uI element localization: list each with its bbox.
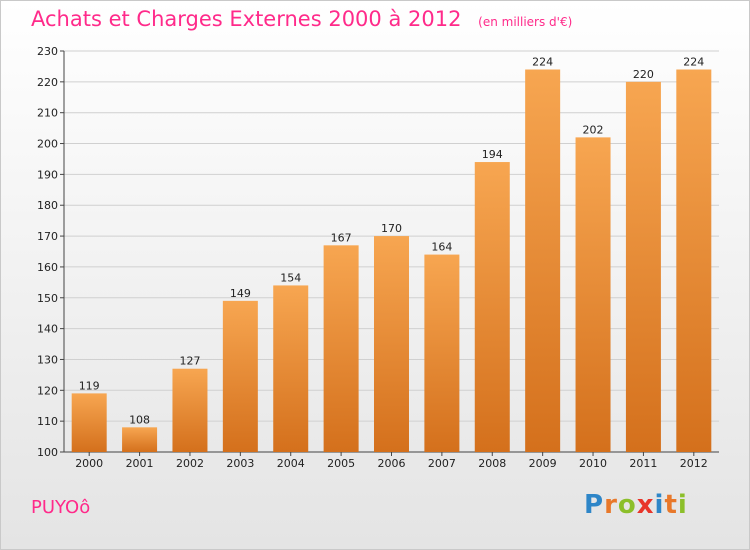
y-tick-label-150: 150 xyxy=(37,292,58,305)
bar-value-label-2006: 170 xyxy=(381,222,402,235)
y-tick-label-220: 220 xyxy=(37,76,58,89)
logo-letter-2: o xyxy=(617,490,637,520)
bar-2000 xyxy=(71,393,107,452)
y-tick-label-230: 230 xyxy=(37,45,58,58)
logo-letter-0: P xyxy=(584,490,605,520)
bar-value-label-2011: 220 xyxy=(633,68,654,81)
bar-value-label-2003: 149 xyxy=(230,287,251,300)
bar-2007 xyxy=(424,254,460,452)
y-tick-label-170: 170 xyxy=(37,230,58,243)
x-tick-label-2008: 2008 xyxy=(478,457,506,470)
x-tick-label-2012: 2012 xyxy=(680,457,708,470)
bar-value-label-2010: 202 xyxy=(583,123,604,136)
x-tick-label-2002: 2002 xyxy=(176,457,204,470)
logo-letter-1: r xyxy=(604,490,618,520)
bar-2002 xyxy=(172,368,208,452)
x-tick-label-2005: 2005 xyxy=(327,457,355,470)
bar-2006 xyxy=(374,236,409,452)
x-tick-label-2006: 2006 xyxy=(378,457,406,470)
bar-2001 xyxy=(122,427,158,452)
bar-value-label-2008: 194 xyxy=(482,148,503,161)
x-tick-label-2011: 2011 xyxy=(629,457,657,470)
chart-title: Achats et Charges Externes 2000 à 2012 (… xyxy=(31,7,572,31)
bar-value-label-2002: 127 xyxy=(179,355,200,368)
y-tick-label-160: 160 xyxy=(37,261,58,274)
bar-2010 xyxy=(575,137,611,452)
bar-value-label-2009: 224 xyxy=(532,56,553,69)
logo-letter-3: x xyxy=(636,490,655,520)
chart-unit: (en milliers d'€) xyxy=(478,15,573,29)
bar-value-label-2004: 154 xyxy=(280,271,301,284)
y-tick-label-110: 110 xyxy=(37,415,58,428)
bar-value-label-2001: 108 xyxy=(129,413,150,426)
x-tick-label-2007: 2007 xyxy=(428,457,456,470)
chart-title-text: Achats et Charges Externes 2000 à 2012 xyxy=(31,7,462,31)
x-tick-label-2003: 2003 xyxy=(226,457,254,470)
bar-2008 xyxy=(474,162,510,453)
proxiti-logo: Proxiti xyxy=(584,490,688,520)
bar-2003 xyxy=(222,300,258,452)
bar-value-label-2007: 164 xyxy=(431,241,452,254)
logo-letter-4: i xyxy=(654,490,665,520)
logo-letter-6: i xyxy=(677,490,688,520)
y-tick-label-100: 100 xyxy=(37,446,58,459)
bar-2004 xyxy=(273,285,309,452)
x-tick-label-2010: 2010 xyxy=(579,457,607,470)
y-tick-label-190: 190 xyxy=(37,168,58,181)
location-name: PUYOô xyxy=(31,497,91,518)
y-tick-label-130: 130 xyxy=(37,353,58,366)
bar-value-label-2012: 224 xyxy=(683,56,704,69)
x-tick-label-2009: 2009 xyxy=(529,457,557,470)
y-tick-label-120: 120 xyxy=(37,384,58,397)
y-tick-label-200: 200 xyxy=(37,138,58,151)
bar-2012 xyxy=(676,69,712,452)
y-tick-label-180: 180 xyxy=(37,199,58,212)
y-tick-label-140: 140 xyxy=(37,323,58,336)
y-tick-label-210: 210 xyxy=(37,107,58,120)
bar-2011 xyxy=(625,81,661,452)
bar-value-label-2005: 167 xyxy=(331,231,352,244)
x-tick-label-2001: 2001 xyxy=(126,457,154,470)
bar-value-label-2000: 119 xyxy=(79,379,100,392)
bar-2005 xyxy=(323,245,359,452)
logo-letter-5: t xyxy=(664,490,678,520)
bar-2009 xyxy=(525,69,561,452)
x-tick-label-2000: 2000 xyxy=(75,457,103,470)
x-tick-label-2004: 2004 xyxy=(277,457,305,470)
